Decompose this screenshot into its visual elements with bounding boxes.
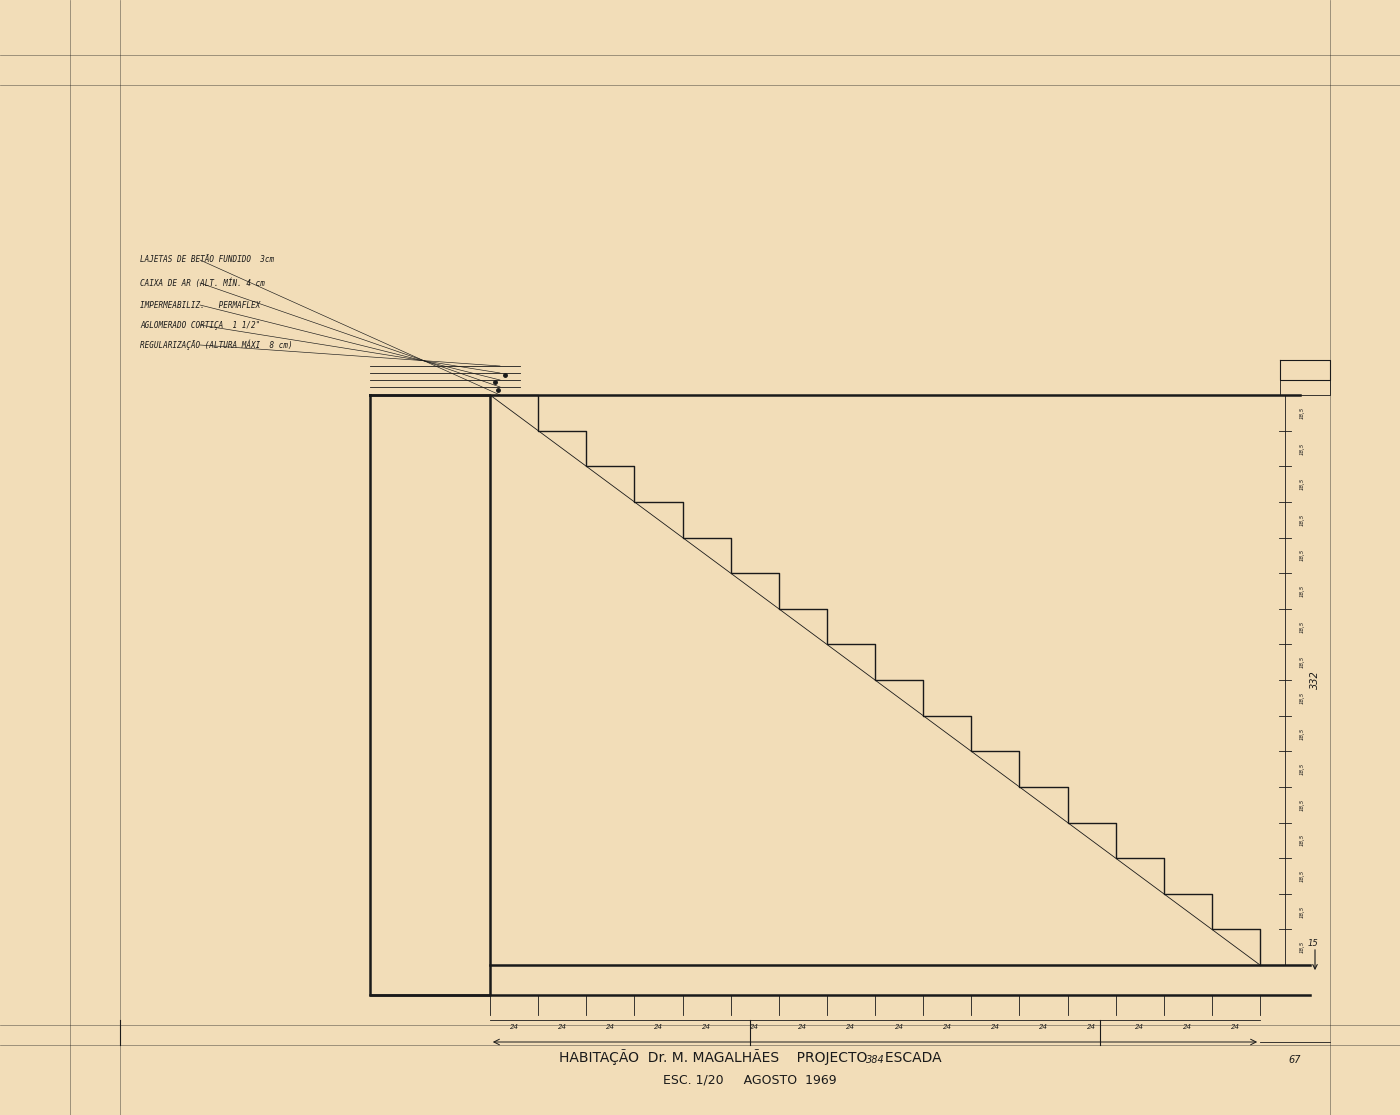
Text: 18,5: 18,5 — [1301, 620, 1305, 632]
Text: AGLOMERADO CORTIÇA  1 1/2": AGLOMERADO CORTIÇA 1 1/2" — [140, 320, 260, 330]
Text: 18,5: 18,5 — [1301, 584, 1305, 597]
Text: 24: 24 — [1135, 1024, 1144, 1030]
Text: 18,5: 18,5 — [1301, 727, 1305, 739]
Text: 18,5: 18,5 — [1301, 550, 1305, 562]
Text: 18,5: 18,5 — [1301, 443, 1305, 455]
Text: 24: 24 — [654, 1024, 664, 1030]
Text: 24: 24 — [557, 1024, 567, 1030]
Text: LAJETAS DE BETÃO FUNDIDO  3cm: LAJETAS DE BETÃO FUNDIDO 3cm — [140, 255, 274, 264]
Text: 18,5: 18,5 — [1301, 763, 1305, 775]
Text: 67: 67 — [1289, 1055, 1301, 1065]
Text: 24: 24 — [1232, 1024, 1240, 1030]
Text: 24: 24 — [798, 1024, 808, 1030]
Text: 332: 332 — [1310, 670, 1320, 689]
Text: 15: 15 — [1308, 939, 1319, 948]
Text: 24: 24 — [750, 1024, 759, 1030]
Text: 18,5: 18,5 — [1301, 834, 1305, 846]
Text: ESC. 1/20     AGOSTO  1969: ESC. 1/20 AGOSTO 1969 — [664, 1074, 837, 1086]
Text: 24: 24 — [606, 1024, 615, 1030]
Text: 24: 24 — [1039, 1024, 1049, 1030]
Text: 18,5: 18,5 — [1301, 656, 1305, 668]
Text: 18,5: 18,5 — [1301, 798, 1305, 811]
Text: REGULARIZAÇÃO (ALTURA MÁXI  8 cm): REGULARIZAÇÃO (ALTURA MÁXI 8 cm) — [140, 340, 293, 350]
Text: 18,5: 18,5 — [1301, 691, 1305, 704]
Text: HABITAÇÃO  Dr. M. MAGALHÃES    PROJECTO    ESCADA: HABITAÇÃO Dr. M. MAGALHÃES PROJECTO ESCA… — [559, 1049, 941, 1065]
Text: 24: 24 — [991, 1024, 1000, 1030]
Text: 24: 24 — [847, 1024, 855, 1030]
Text: 24: 24 — [701, 1024, 711, 1030]
Text: 24: 24 — [1183, 1024, 1193, 1030]
Text: 18,5: 18,5 — [1301, 407, 1305, 419]
Text: 18,5: 18,5 — [1301, 514, 1305, 526]
Text: 24: 24 — [895, 1024, 903, 1030]
Text: 18,5: 18,5 — [1301, 870, 1305, 882]
Text: 24: 24 — [510, 1024, 518, 1030]
Text: 18,5: 18,5 — [1301, 905, 1305, 918]
Text: 24: 24 — [942, 1024, 952, 1030]
Text: CAIXA DE AR (ALT. MÍN. 4 cm: CAIXA DE AR (ALT. MÍN. 4 cm — [140, 279, 265, 288]
Text: IMPERMEABILIZ.   PERMAFLEX: IMPERMEABILIZ. PERMAFLEX — [140, 301, 260, 310]
Text: 384: 384 — [865, 1055, 885, 1065]
Text: 18,5: 18,5 — [1301, 478, 1305, 491]
Text: 18,5: 18,5 — [1301, 941, 1305, 953]
Text: 24: 24 — [1086, 1024, 1096, 1030]
